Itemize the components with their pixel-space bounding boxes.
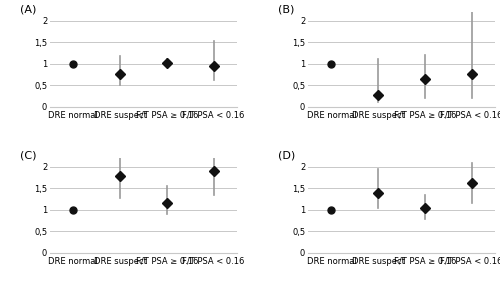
- Text: (B): (B): [278, 5, 294, 15]
- Text: (C): (C): [20, 151, 36, 161]
- Text: (D): (D): [278, 151, 295, 161]
- Text: (A): (A): [20, 5, 36, 15]
